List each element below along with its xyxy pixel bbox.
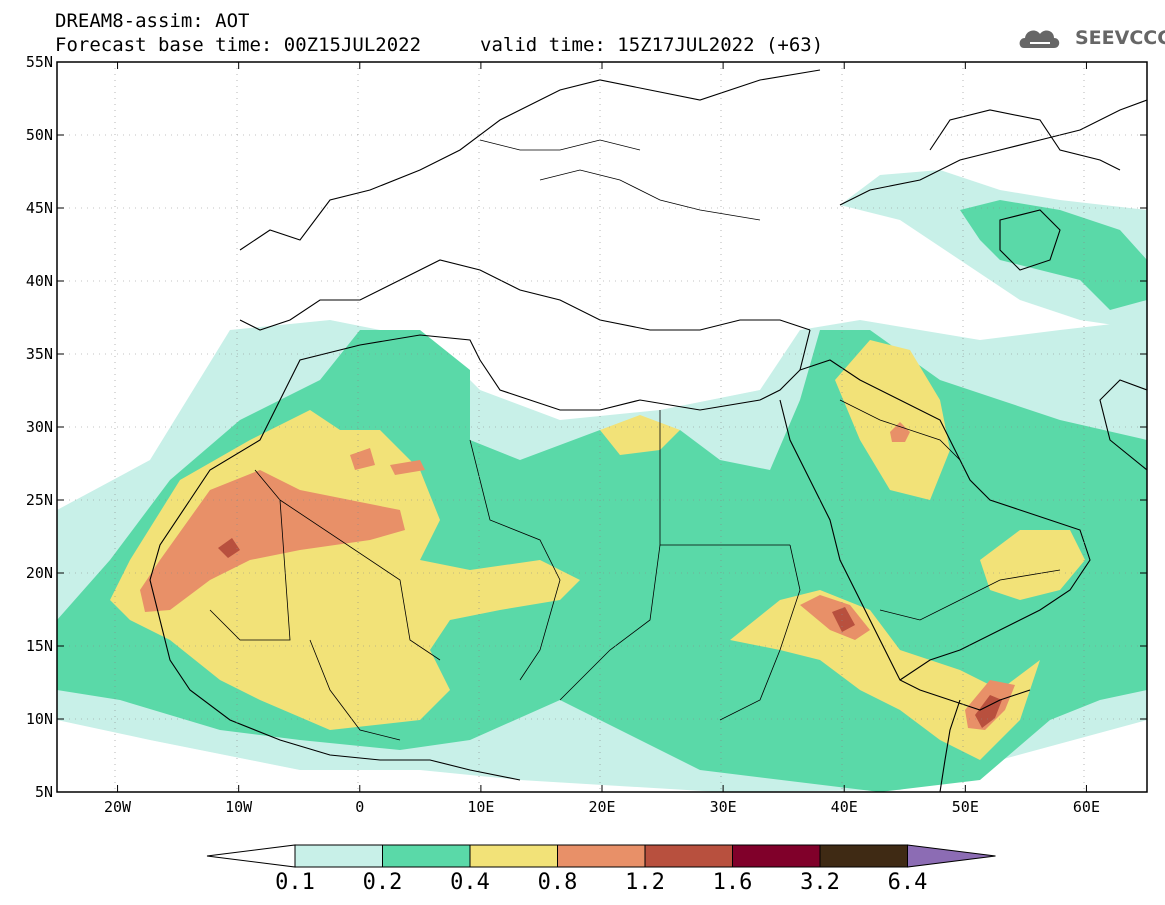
aot-field — [57, 170, 1147, 792]
colorbar-segment — [469, 844, 558, 868]
colorbar-label: 6.4 — [887, 870, 928, 895]
colorbar-label: 1.6 — [712, 870, 753, 895]
lat-ticks — [57, 61, 1147, 793]
lat-label: 15N — [26, 637, 53, 655]
colorbar-segment — [294, 844, 383, 868]
cloud-icon — [1019, 30, 1060, 48]
lat-labels: 55N 50N 45N 40N 35N 30N 25N 20N 15N 10N 5N — [26, 53, 53, 801]
lon-label: 60E — [1073, 798, 1100, 816]
lat-label: 45N — [26, 199, 53, 217]
colorbar-label: 0.1 — [275, 870, 315, 895]
colorbar-label: 0.8 — [537, 870, 578, 895]
aot-band-0.4e — [980, 530, 1085, 600]
aot-band-0.4b — [835, 340, 950, 500]
lat-label: 55N — [26, 53, 53, 71]
colorbar — [206, 844, 996, 868]
aot-band-0.4c — [730, 590, 1040, 760]
lat-label: 20N — [26, 564, 53, 582]
colorbar-segment — [732, 844, 821, 868]
aot-band-0.8 — [140, 470, 405, 612]
lat-label: 30N — [26, 418, 53, 436]
colorbar-label: 1.2 — [625, 870, 665, 895]
lon-label: 20W — [104, 798, 132, 816]
forecast-base-time: Forecast base time: 00Z15JUL2022 — [55, 34, 422, 56]
colorbar-label: 0.2 — [362, 870, 403, 895]
lat-label: 25N — [26, 491, 53, 509]
lon-labels: 20W 10W 0 10E 20E 30E 40E 50E 60E — [104, 798, 1100, 816]
aot-band-0.8d — [890, 422, 910, 442]
lon-ticks — [117, 62, 1087, 792]
lon-label: 10E — [467, 798, 494, 816]
lon-label: 20E — [588, 798, 615, 816]
valid-time: valid time: 15Z17JUL2022 (+63) — [480, 34, 824, 56]
lon-label: 10W — [225, 798, 253, 816]
colorbar-upper-extend — [907, 844, 996, 868]
lat-label: 5N — [35, 783, 53, 801]
aot-band-0.2b — [960, 200, 1147, 310]
lat-label: 50N — [26, 126, 53, 144]
lon-label: 0 — [355, 798, 364, 816]
map-title: DREAM8-assim: AOT — [55, 10, 250, 32]
coastlines — [149, 69, 1147, 792]
colorbar-segment — [382, 844, 471, 868]
colorbar-segment — [819, 844, 908, 868]
aot-band-0.8b — [350, 448, 425, 475]
country-borders — [209, 139, 1061, 741]
lat-label: 10N — [26, 710, 53, 728]
lat-label: 40N — [26, 272, 53, 290]
lon-label: 30E — [710, 798, 737, 816]
colorbar-segment — [644, 844, 733, 868]
lat-label: 35N — [26, 345, 53, 363]
colorbar-lower-extend — [206, 844, 296, 868]
colorbar-label: 0.4 — [450, 870, 490, 895]
lon-label: 40E — [831, 798, 858, 816]
logo-text: SEEVCCC — [1075, 27, 1165, 49]
colorbar-segment — [557, 844, 646, 868]
colorbar-label: 3.2 — [800, 870, 840, 895]
lon-label: 50E — [952, 798, 979, 816]
